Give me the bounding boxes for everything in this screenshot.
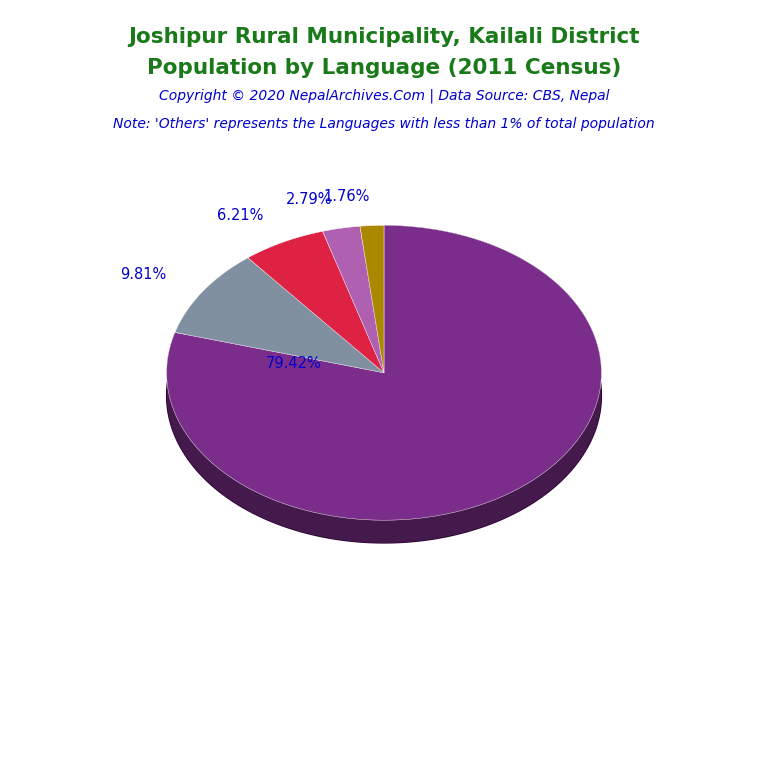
Text: Copyright © 2020 NepalArchives.Com | Data Source: CBS, Nepal: Copyright © 2020 NepalArchives.Com | Dat… (159, 88, 609, 103)
Text: 2.79%: 2.79% (286, 192, 333, 207)
Polygon shape (167, 248, 601, 543)
Text: 6.21%: 6.21% (217, 208, 263, 223)
Polygon shape (323, 227, 384, 372)
Polygon shape (167, 225, 601, 520)
Text: 9.81%: 9.81% (121, 267, 167, 283)
Polygon shape (248, 231, 384, 372)
Polygon shape (175, 258, 384, 372)
Polygon shape (360, 225, 384, 372)
Text: Joshipur Rural Municipality, Kailali District: Joshipur Rural Municipality, Kailali Dis… (128, 27, 640, 47)
Text: 1.76%: 1.76% (323, 189, 369, 204)
Polygon shape (167, 225, 601, 543)
Text: 79.42%: 79.42% (266, 356, 321, 371)
Text: Note: 'Others' represents the Languages with less than 1% of total population: Note: 'Others' represents the Languages … (113, 117, 655, 131)
Text: Population by Language (2011 Census): Population by Language (2011 Census) (147, 58, 621, 78)
